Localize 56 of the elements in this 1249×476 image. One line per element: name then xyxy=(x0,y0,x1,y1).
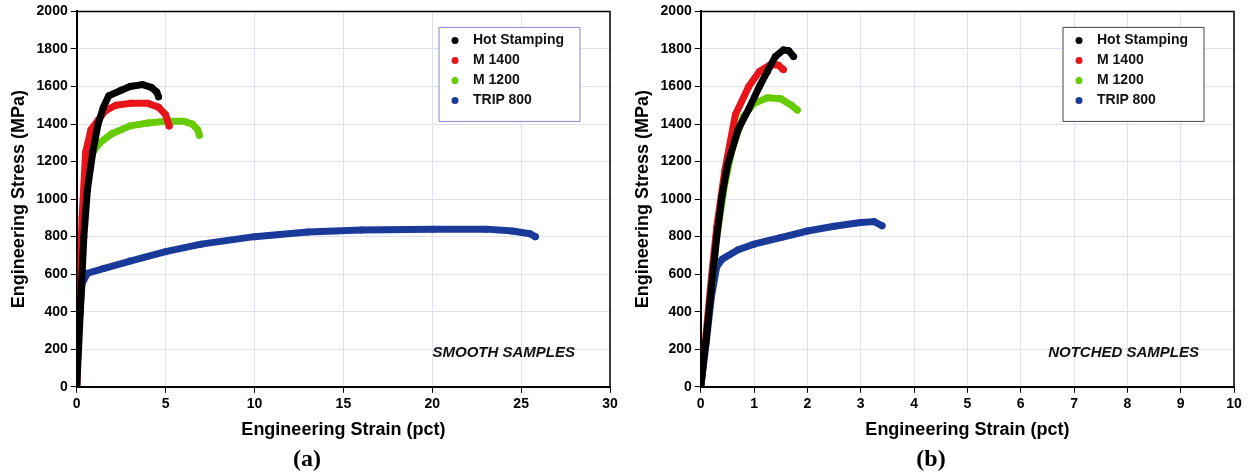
y-tick-label: 1400 xyxy=(660,114,692,131)
y-tick-label: 1600 xyxy=(660,77,692,94)
y-tick-label: 1200 xyxy=(36,152,68,169)
y-tick-label: 1400 xyxy=(36,114,68,131)
x-tick-label: 20 xyxy=(424,395,441,412)
x-tick-label: 25 xyxy=(513,395,530,412)
y-tick-label: 1000 xyxy=(660,189,692,206)
legend-label: Hot Stamping xyxy=(473,31,565,48)
y-tick-label: 600 xyxy=(44,265,68,282)
legend-label: M 1200 xyxy=(473,71,520,88)
legend-label: TRIP 800 xyxy=(473,91,533,108)
y-tick-label: 600 xyxy=(668,265,692,282)
legend-label: TRIP 800 xyxy=(1097,91,1157,108)
y-tick-label: 1800 xyxy=(36,39,68,56)
y-tick-label: 0 xyxy=(59,377,68,394)
y-tick-label: 400 xyxy=(668,302,692,319)
x-tick-label: 5 xyxy=(161,395,170,412)
x-tick-label: 15 xyxy=(335,395,352,412)
x-tick-label: 0 xyxy=(696,395,705,412)
y-tick-label: 1000 xyxy=(36,189,68,206)
x-tick-label: 9 xyxy=(1176,395,1185,412)
x-tick-label: 5 xyxy=(963,395,972,412)
text: (b) xyxy=(916,444,946,471)
y-tick-label: 800 xyxy=(668,227,692,244)
x-tick-label: 3 xyxy=(856,395,865,412)
annotation: SMOOTH SAMPLES xyxy=(432,342,575,360)
text: (a) xyxy=(293,444,321,471)
legend-label: M 1400 xyxy=(473,51,520,68)
x-tick-label: 10 xyxy=(246,395,263,412)
x-tick-label: 4 xyxy=(910,395,919,412)
x-tick-label: 8 xyxy=(1123,395,1132,412)
y-tick-label: 1600 xyxy=(36,77,68,94)
x-tick-label: 6 xyxy=(1016,395,1025,412)
y-tick-label: 200 xyxy=(44,340,68,357)
y-tick-label: 200 xyxy=(668,340,692,357)
x-tick-label: 30 xyxy=(602,395,618,412)
x-axis-title: Engineering Strain (pct) xyxy=(865,419,1070,440)
legend-label: M 1200 xyxy=(1097,71,1144,88)
legend-label: Hot Stamping xyxy=(1097,31,1189,48)
y-tick-label: 400 xyxy=(44,302,68,319)
x-tick-label: 7 xyxy=(1070,395,1079,412)
x-tick-label: 2 xyxy=(803,395,812,412)
y-axis-title: Engineering Stress (MPa) xyxy=(631,90,652,309)
y-tick-label: 2000 xyxy=(660,2,692,19)
y-tick-label: 1200 xyxy=(660,152,692,169)
x-tick-label: 1 xyxy=(750,395,759,412)
y-tick-label: 1800 xyxy=(660,39,692,56)
annotation: NOTCHED SAMPLES xyxy=(1048,342,1199,360)
legend-label: M 1400 xyxy=(1097,51,1144,68)
y-tick-label: 0 xyxy=(683,377,692,394)
y-tick-label: 2000 xyxy=(36,2,68,19)
y-axis-title: Engineering Stress (MPa) xyxy=(7,90,28,309)
x-tick-label: 10 xyxy=(1226,395,1242,412)
y-tick-label: 800 xyxy=(44,227,68,244)
x-axis-title: Engineering Strain (pct) xyxy=(241,419,446,440)
x-tick-label: 0 xyxy=(72,395,81,412)
